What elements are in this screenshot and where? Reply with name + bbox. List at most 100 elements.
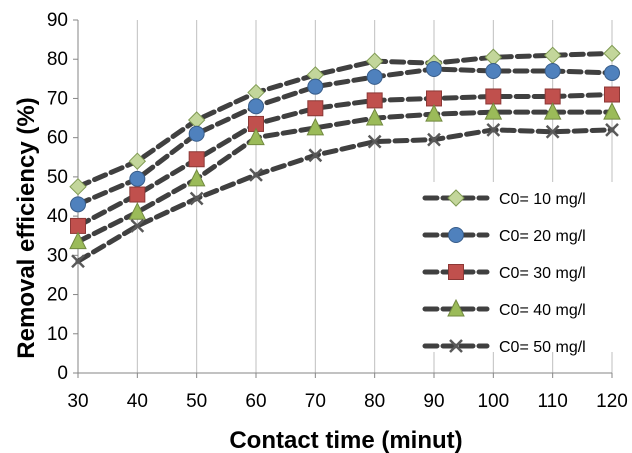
data-point: [426, 90, 442, 107]
series-line: [75, 66, 615, 207]
x-tick-label: 120: [596, 391, 628, 412]
marker-x-stroke: [189, 191, 204, 206]
data-point: [545, 124, 560, 139]
legend-label: C0= 10 mg/l: [499, 191, 586, 208]
data-point: [484, 48, 503, 66]
marker-x-stroke: [605, 122, 619, 137]
data-point: [484, 102, 503, 120]
legend: C0= 10 mg/l C0= 20 mg/l C0= 30 mg/l C0= 40 …: [422, 189, 586, 356]
series-1: [69, 44, 621, 196]
legend-marker: [448, 264, 464, 280]
legend-marker: [448, 227, 464, 243]
data-point: [366, 68, 383, 85]
data-point: [367, 134, 382, 149]
marker-x-stroke: [71, 254, 85, 269]
data-point: [603, 44, 621, 63]
data-point: [69, 177, 87, 196]
data-point: [71, 254, 85, 269]
data-point: [187, 168, 206, 187]
data-point: [426, 61, 442, 78]
data-point: [308, 148, 323, 163]
y-tick-label: 90: [47, 10, 68, 31]
marker-x-stroke: [545, 124, 560, 139]
data-point: [603, 102, 621, 120]
legend-item-4: C0= 40 mg/l: [422, 298, 586, 319]
data-point: [70, 217, 86, 234]
legend-marker: [447, 189, 465, 207]
x-tick-label: 70: [305, 391, 326, 412]
series-line: [75, 50, 615, 190]
data-point: [544, 88, 561, 105]
legend-item-5: C0= 50 mg/l: [422, 339, 586, 356]
y-tick-label: 0: [57, 363, 68, 384]
legend-marker: [447, 298, 465, 317]
marker-x-stroke: [486, 122, 501, 137]
x-tick-label: 30: [67, 391, 88, 412]
data-point: [486, 122, 501, 137]
data-point: [70, 196, 86, 213]
series-2: [70, 61, 620, 213]
data-point: [544, 62, 561, 79]
data-point: [248, 98, 264, 115]
y-tick-label: 10: [47, 324, 68, 345]
legend-label: C0= 40 mg/l: [499, 302, 586, 319]
y-tick-label: 70: [47, 88, 68, 109]
series-group: [69, 44, 621, 269]
data-point: [129, 170, 146, 187]
data-point: [306, 117, 325, 136]
y-tick-label: 50: [47, 167, 68, 188]
data-point: [604, 86, 620, 103]
data-point: [130, 219, 145, 233]
data-point: [543, 102, 562, 120]
legend-marker: [449, 339, 463, 353]
x-tick-label: 60: [245, 391, 266, 412]
legend-label: C0= 50 mg/l: [499, 339, 586, 356]
x-tick-labels: 30 40 50 60 70 80 90 100 110 120: [67, 391, 627, 412]
data-point: [604, 64, 620, 81]
data-point: [365, 107, 384, 126]
data-point: [485, 62, 502, 79]
x-tick-label: 50: [186, 391, 207, 412]
data-point: [425, 104, 443, 122]
legend-item-1: C0= 10 mg/l: [422, 189, 586, 208]
y-tick-label: 20: [47, 285, 68, 306]
data-point: [188, 151, 205, 168]
marker-x-stroke: [449, 339, 463, 353]
data-point: [307, 100, 324, 117]
marker-x-stroke: [427, 132, 441, 147]
x-tick-label: 40: [127, 391, 148, 412]
marker-x-stroke: [130, 219, 145, 233]
x-tick-label: 80: [364, 391, 385, 412]
series-line: [75, 92, 615, 229]
y-tick-label: 40: [47, 206, 68, 227]
series-line: [75, 109, 615, 245]
data-point: [366, 92, 383, 109]
series-3: [70, 86, 620, 234]
legend-item-2: C0= 20 mg/l: [422, 227, 586, 245]
y-tick-label: 60: [47, 128, 68, 149]
data-point: [128, 202, 147, 220]
series-5: [71, 122, 619, 269]
data-point: [249, 168, 263, 182]
x-axis-title: Contact time (minut): [229, 427, 462, 453]
data-point: [188, 125, 205, 142]
legend-item-3: C0= 30 mg/l: [422, 264, 586, 282]
series-4: [69, 102, 621, 250]
legend-label: C0= 20 mg/l: [499, 228, 586, 245]
data-point: [307, 78, 324, 95]
legend-label: C0= 30 mg/l: [499, 265, 586, 282]
data-point: [189, 191, 204, 206]
y-tick-labels: 0 10 20 30 40 50 60 70 80 90: [47, 10, 68, 384]
data-point: [128, 152, 147, 170]
data-point: [427, 132, 441, 147]
y-axis-title: Removal efficiency (%): [13, 97, 40, 358]
marker-x-stroke: [249, 168, 263, 182]
data-point: [605, 122, 619, 137]
y-tick-label: 80: [47, 49, 68, 70]
marker-x-stroke: [308, 148, 323, 163]
data-point: [485, 88, 502, 105]
y-tick-label: 30: [47, 245, 68, 266]
x-tick-label: 90: [423, 391, 444, 412]
series-line: [75, 127, 615, 264]
